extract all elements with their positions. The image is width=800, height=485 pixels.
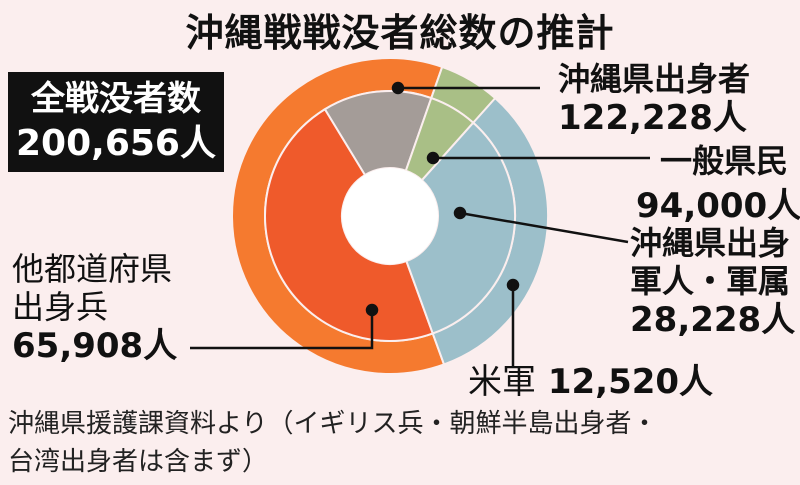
label-civilian-value: 94,000人 xyxy=(636,186,800,226)
label-us-value: 12,520人 xyxy=(547,362,714,402)
chart-title: 沖縄戦戦没者総数の推計 xyxy=(185,11,615,55)
leader-line-other xyxy=(190,310,374,350)
label-other: 他都道府県 出身兵 65,908人 xyxy=(12,250,177,366)
label-other-value: 65,908人 xyxy=(12,326,178,366)
label-civilian: 一般県民 xyxy=(660,142,788,180)
label-military-line1: 沖縄県出身 xyxy=(630,224,791,262)
source-line-1: 沖縄県援護課資料より（イギリス兵・朝鮮半島出身者・ xyxy=(8,409,658,439)
label-us: 米軍 12,520人 xyxy=(468,362,713,402)
label-other-line2: 出身兵 xyxy=(12,288,109,326)
label-civilian-name: 一般県民 xyxy=(660,142,789,180)
donut-hole xyxy=(342,168,438,264)
source-note: 沖縄県援護課資料より（イギリス兵・朝鮮半島出身者・ 台湾出身者は含まず） xyxy=(8,405,798,481)
leader-line-military xyxy=(459,211,629,244)
label-okinawa: 沖縄県出身者 122,228人 xyxy=(558,60,750,138)
source-line-2: 台湾出身者は含まず） xyxy=(8,447,269,477)
label-civilian-value-wrap: 94,000人 xyxy=(636,186,800,226)
total-label: 全戦没者数 xyxy=(31,79,201,119)
label-military-value: 28,228人 xyxy=(630,300,796,340)
label-us-name: 米軍 xyxy=(468,362,536,402)
total-value: 200,656人 xyxy=(16,123,216,164)
label-military: 沖縄県出身 軍人・軍属 28,228人 xyxy=(630,224,795,340)
label-military-line2: 軍人・軍属 xyxy=(630,262,791,300)
total-box: 全戦没者数 200,656人 xyxy=(8,72,224,172)
label-okinawa-value: 122,228人 xyxy=(558,98,747,138)
label-okinawa-name: 沖縄県出身者 xyxy=(558,60,751,98)
label-other-line1: 他都道府県 xyxy=(12,250,173,288)
